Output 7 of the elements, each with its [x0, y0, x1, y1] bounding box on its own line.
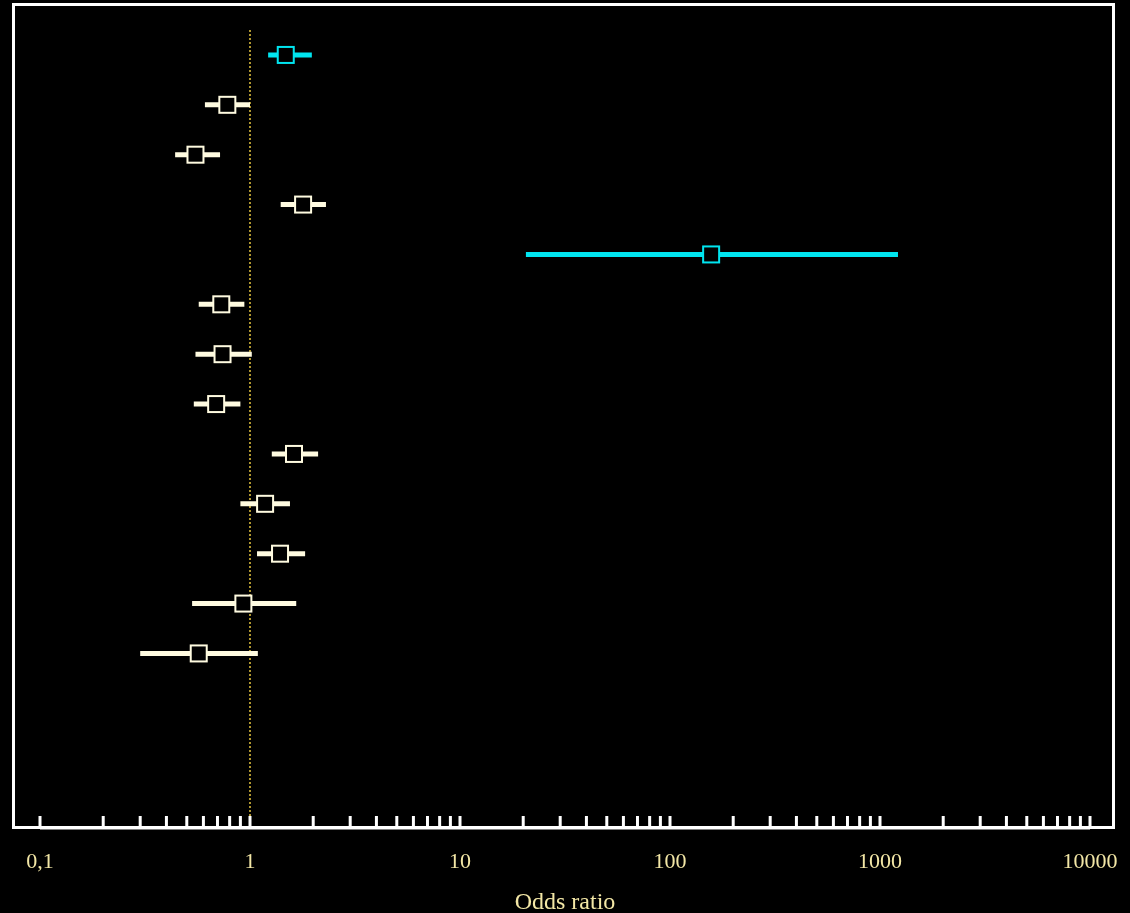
x-axis-title: Odds ratio — [514, 888, 616, 913]
x-tick-label: 100 — [653, 847, 687, 873]
x-tick-label: 1000 — [858, 847, 902, 873]
x-tick-label: 1 — [244, 847, 256, 873]
x-tick-label: 10000 — [1062, 847, 1118, 873]
x-tick-label: 10 — [449, 847, 471, 873]
x-tick-label: 0,1 — [26, 847, 54, 873]
